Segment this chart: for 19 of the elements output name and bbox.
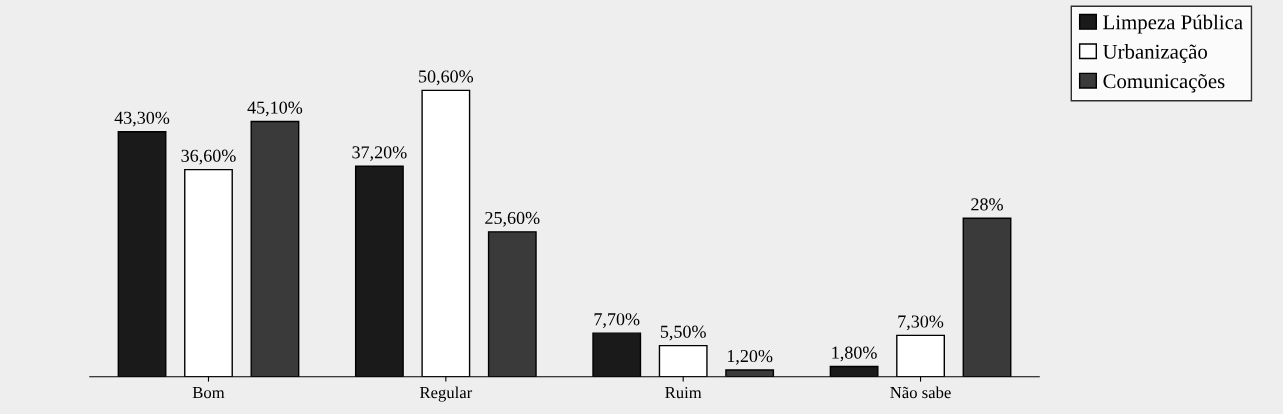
legend-label: Comunicações <box>1103 73 1225 93</box>
data-label: 1,80% <box>832 346 877 362</box>
data-label: 7,70% <box>594 313 640 328</box>
legend-label: Urbanização <box>1102 44 1208 63</box>
x-tick-label: Regular <box>419 386 473 402</box>
data-label: 25,60% <box>485 211 540 227</box>
data-label: 43,30% <box>114 111 170 127</box>
x-tick-label: Bom <box>192 387 225 399</box>
data-label: 36,60% <box>181 149 236 165</box>
data-label: 1,20% <box>727 349 773 365</box>
data-label: 37,20% <box>352 146 407 161</box>
data-label: 7,30% <box>898 315 944 331</box>
data-label: 5,50% <box>660 325 706 341</box>
x-tick-label: Não sabe <box>890 386 951 399</box>
data-label: 28% <box>971 198 1003 211</box>
data-label: 45,10% <box>247 101 303 117</box>
x-tick-label: Ruim <box>665 386 702 399</box>
legend-label: Limpeza Pública <box>1103 14 1243 34</box>
data-label: 50,60% <box>419 70 474 86</box>
